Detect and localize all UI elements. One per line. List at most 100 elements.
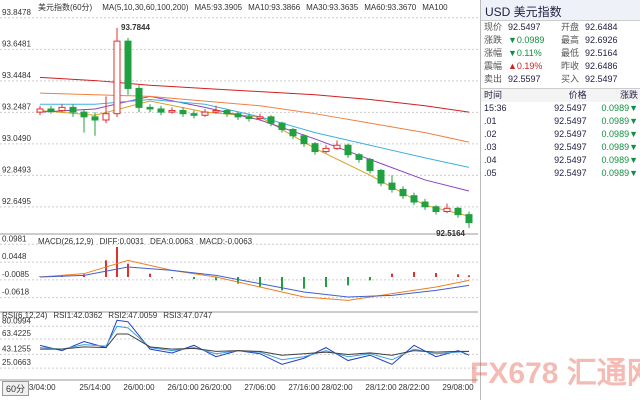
candle-body [421, 201, 429, 208]
tick-cell: 92.5497 [554, 142, 587, 152]
candle-body [124, 40, 132, 89]
candle-body [465, 214, 473, 224]
period-select[interactable]: 60分 [2, 381, 30, 396]
quote-key: 最高 [561, 35, 580, 45]
quote-value: ▼0.11% [508, 48, 542, 58]
y-tick-label: 43.1255 [2, 344, 31, 353]
candle-body [36, 108, 44, 113]
y-tick-label: 93.6481 [2, 39, 31, 48]
x-tick-label: 25/14:00 [79, 383, 111, 392]
watermark: FX678 汇通网 [470, 357, 640, 390]
y-tick-label: 25.0663 [2, 358, 31, 367]
candle-body [212, 110, 220, 113]
quote-value: 92.6484 [585, 22, 618, 32]
tick-cell: 0.0989▼ [601, 168, 638, 178]
quote-value: 92.5497 [585, 74, 618, 84]
legend-entry: MA60:93.3670 [364, 3, 417, 12]
candle-body [300, 135, 308, 145]
quote-row: 卖出 92.5597 买入 92.5497 [481, 73, 640, 86]
tick-header-cell: 价格 [568, 90, 587, 100]
quote-row: 涨跌 ▼0.0989 最高 92.6926 [481, 34, 640, 47]
x-tick-label: 29/08:00 [442, 383, 474, 392]
y-tick-label: -0.0085 [2, 270, 30, 279]
y-tick-label: 93.4484 [2, 71, 31, 80]
tick-cell: 92.5497 [554, 168, 587, 178]
tick-header-cell: 时间 [484, 90, 503, 100]
candle-body [289, 128, 297, 137]
candle-body [69, 106, 77, 113]
quote-value: ▼0.0989 [508, 35, 545, 45]
tick-row: 15:36 92.5497 0.0989▼ [481, 102, 640, 115]
candle-body [256, 116, 264, 119]
candle-body [102, 113, 110, 121]
quote-value: 92.6926 [585, 35, 618, 45]
tick-cell: 0.0989▼ [601, 129, 638, 139]
indicator-line [39, 92, 470, 143]
candle-body [234, 113, 242, 118]
quote-key: 买入 [561, 74, 580, 84]
candle-body [443, 207, 451, 212]
candle-body [135, 87, 143, 108]
y-tick-label: 0.0448 [2, 252, 27, 261]
low-label: 92.5164 [436, 229, 465, 238]
y-tick-label: 93.8478 [2, 8, 31, 17]
candle-body [311, 143, 319, 153]
quote-row: 现价 92.5497 开盘 92.6484 [481, 21, 640, 34]
legend-entry: MACD:-0.0063 [199, 237, 252, 246]
y-tick-label: 93.0490 [2, 134, 31, 143]
x-tick-label: 28/02:00 [321, 383, 353, 392]
quote-key: 昨收 [561, 61, 580, 71]
tick-header-cell: 涨跌 [619, 90, 638, 100]
quote-key: 涨幅 [484, 48, 503, 58]
quote-value: ▲0.19% [508, 61, 543, 71]
quote-panel: USD 美元指数 现价 92.5497 开盘 92.6484 涨跌 ▼0.0989 最高 92… [480, 0, 640, 400]
high-label: 93.7844 [121, 23, 150, 32]
quote-rows: 现价 92.5497 开盘 92.6484 涨跌 ▼0.0989 最高 92.6926 涨幅 ▼0… [481, 21, 640, 86]
legend-entry: RSI3:47.0747 [163, 311, 212, 320]
legend-entry: RSI1:42.0362 [53, 311, 102, 320]
candle-body [366, 158, 374, 171]
indicator-line [40, 98, 470, 168]
candle-body [146, 106, 154, 110]
tick-cell: .04 [484, 155, 497, 165]
tick-cell: .03 [484, 142, 497, 152]
indicator-line [39, 76, 470, 113]
x-tick-label: 27/06:00 [244, 383, 276, 392]
legend-entry: DEA:0.0063 [150, 237, 194, 246]
quote-key: 卖出 [484, 74, 503, 84]
tick-cell: 92.5497 [554, 155, 587, 165]
candle-body [399, 188, 407, 197]
tick-cell: 92.5497 [554, 116, 587, 126]
tick-cell: 0.0989▼ [601, 142, 638, 152]
tick-cell: 0.0989▼ [601, 155, 638, 165]
candle-body [278, 122, 286, 130]
candle-body [454, 207, 462, 216]
x-tick-label: 23/04:00 [24, 383, 56, 392]
x-tick-label: 28/12:00 [365, 383, 397, 392]
x-tick-label: 26/00:00 [123, 383, 155, 392]
tick-row: .03 92.5497 0.0989▼ [481, 141, 640, 154]
candle-body [410, 195, 418, 203]
legend-entry: MA(5,10,30,60,100,200) [102, 3, 189, 12]
tick-cell: .02 [484, 129, 497, 139]
candle-body [432, 206, 440, 212]
quote-key: 震幅 [484, 61, 503, 71]
candle-body [190, 113, 198, 116]
legend-entry: MA30:93.3635 [306, 3, 359, 12]
candle-body [91, 116, 99, 121]
chart: 93.8478 93.6481 93.4484 93.2487 93.0490 92.84… [0, 2, 478, 392]
candle-body [344, 144, 352, 156]
indicator-line [40, 333, 469, 356]
indicator-line [39, 319, 470, 365]
tick-row: .01 92.5497 0.0989▼ [481, 115, 640, 128]
quote-value: 92.6486 [585, 61, 618, 71]
candle-body [388, 182, 396, 190]
panel-title: MACD(26,12,9) [38, 237, 94, 246]
candle-body [245, 116, 253, 119]
quote-key: 最低 [561, 48, 580, 58]
panel-title: RSI(6,12,24) [2, 311, 48, 320]
x-tick-label: 26/10:00 [167, 383, 199, 392]
quote-value: 92.5597 [508, 74, 541, 84]
y-tick-label: 92.8493 [2, 165, 31, 174]
tick-row: .05 92.5497 0.0989▼ [481, 167, 640, 180]
